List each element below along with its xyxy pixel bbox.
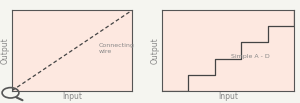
- X-axis label: Input: Input: [218, 92, 238, 101]
- Y-axis label: Output: Output: [0, 37, 9, 64]
- Y-axis label: Output: Output: [150, 37, 159, 64]
- Text: Connecting
wire: Connecting wire: [98, 43, 134, 54]
- X-axis label: Input: Input: [62, 92, 82, 101]
- Text: Simple A - D: Simple A - D: [231, 54, 269, 59]
